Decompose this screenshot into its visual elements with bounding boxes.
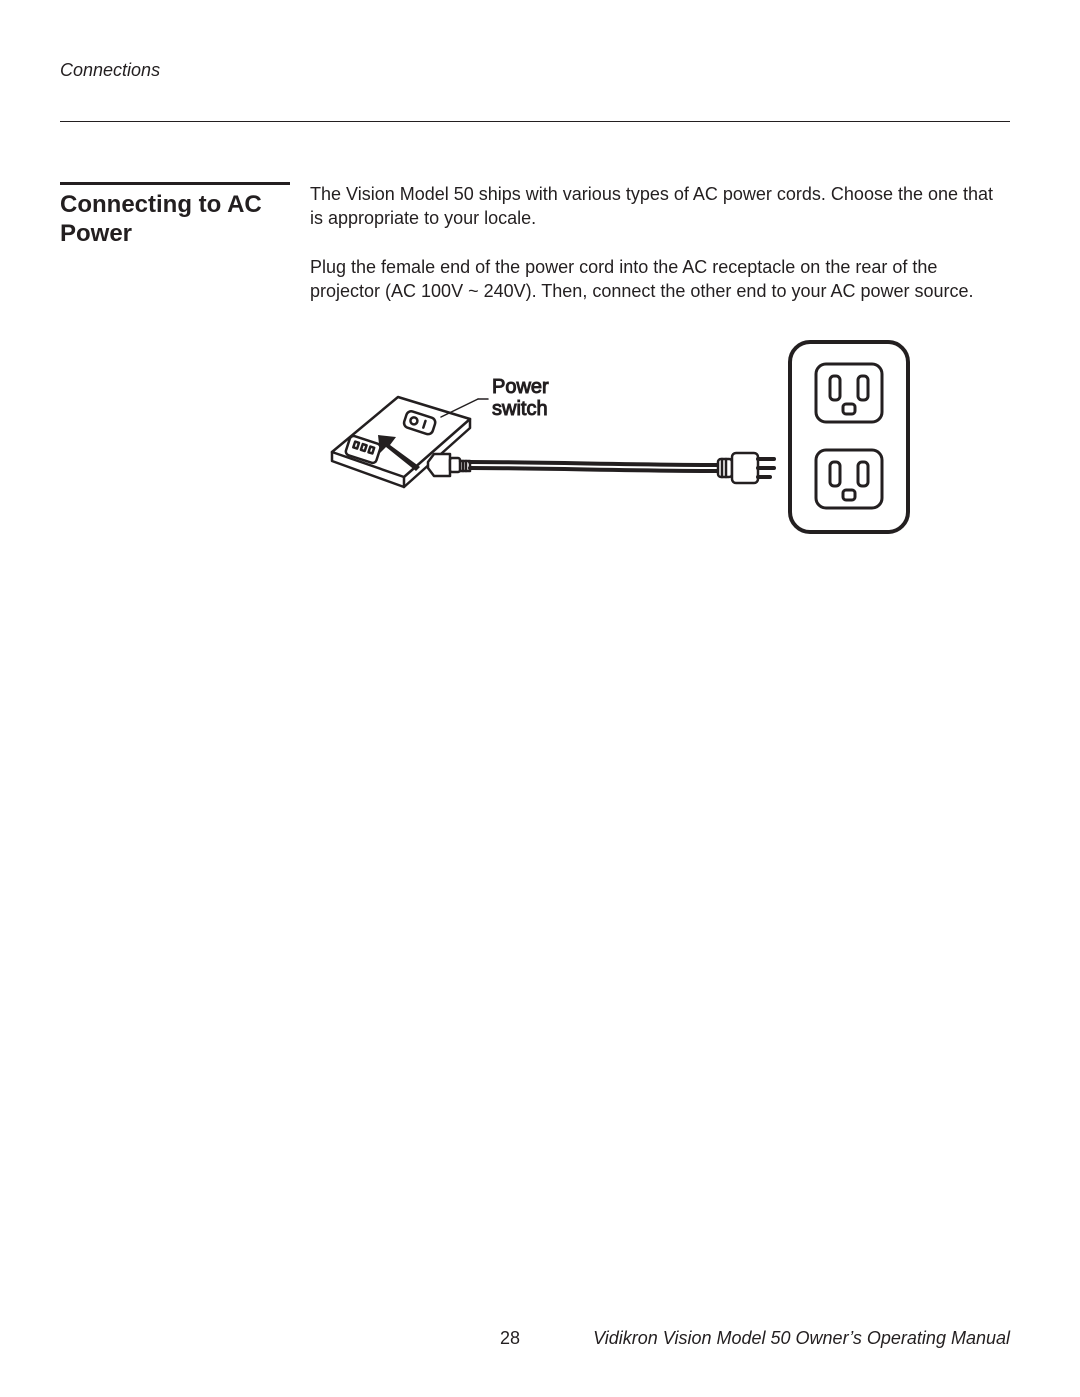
page: Connections Connecting to AC Power The V… [0, 0, 1080, 1397]
paragraph-1: The Vision Model 50 ships with various t… [310, 182, 1010, 231]
wall-outlet-icon [790, 342, 908, 532]
page-number: 28 [500, 1328, 520, 1349]
header-rule [60, 121, 1010, 122]
power-switch-label: Powerswitch [492, 376, 549, 420]
footer-doc-title: Vidikron Vision Model 50 Owner’s Operati… [593, 1328, 1010, 1349]
iec-female-plug-icon [428, 454, 470, 476]
sidebar: Connecting to AC Power [60, 182, 310, 249]
body-text: The Vision Model 50 ships with various t… [310, 182, 1010, 543]
content-row: Connecting to AC Power The Vision Model … [60, 182, 1010, 543]
footer: 28 Vidikron Vision Model 50 Owner’s Oper… [60, 1328, 1010, 1349]
sidebar-rule [60, 182, 290, 185]
section-heading: Connecting to AC Power [60, 191, 290, 249]
wall-plug-icon [718, 453, 774, 483]
power-cord-figure: Powerswitch [310, 327, 920, 543]
running-head: Connections [60, 60, 1010, 81]
power-cord-icon [470, 462, 718, 471]
projector-panel-icon [332, 397, 488, 487]
paragraph-2: Plug the female end of the power cord in… [310, 255, 1010, 304]
power-cord-svg: Powerswitch [310, 327, 920, 537]
